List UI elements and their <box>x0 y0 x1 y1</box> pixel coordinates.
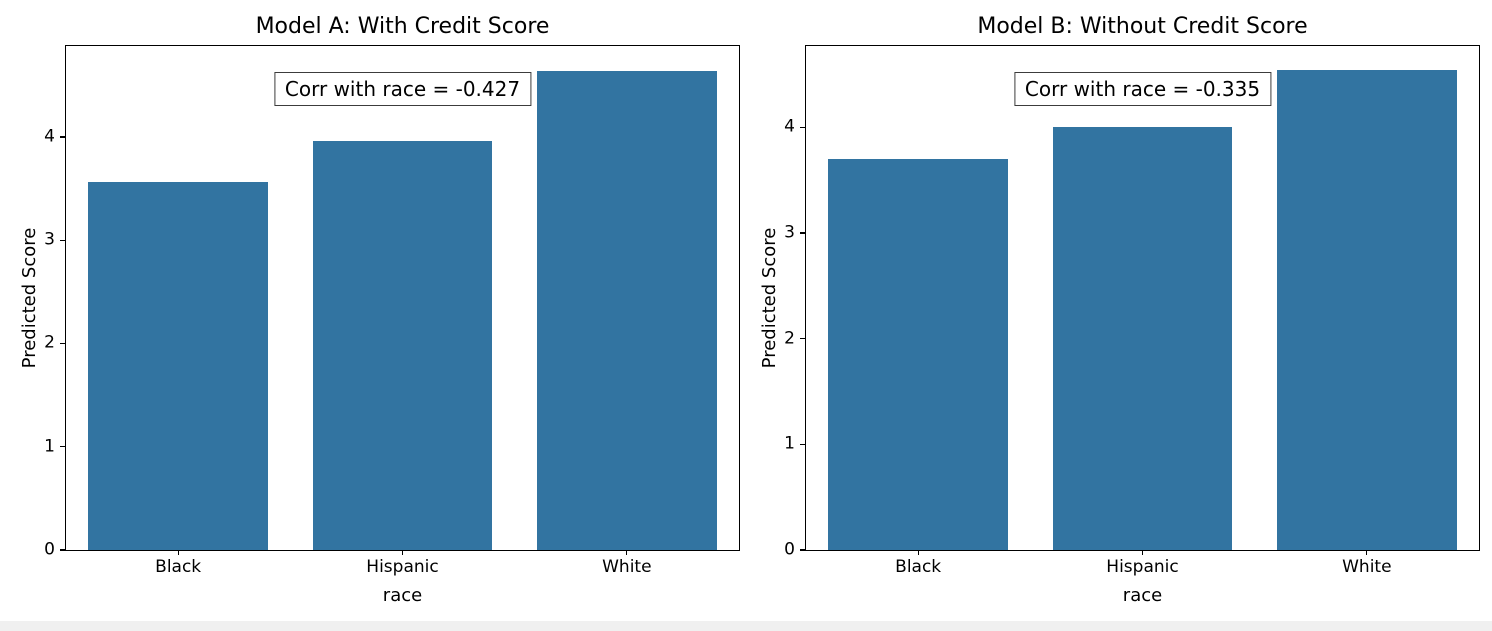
y-tick-label: 0 <box>784 539 795 560</box>
bar-hispanic <box>1052 127 1233 550</box>
y-tick-label: 2 <box>44 332 55 353</box>
x-tick-label-black: Black <box>155 557 202 577</box>
x-tick-mark <box>401 550 404 555</box>
y-tick-label: 3 <box>784 222 795 243</box>
x-tick-mark <box>1366 550 1368 555</box>
x-tick-label-hispanic: Hispanic <box>1106 557 1179 577</box>
bar-white <box>537 70 717 550</box>
corr-annotation: Corr with race = -0.427 <box>273 72 532 106</box>
bar-white <box>1277 70 1457 550</box>
y-tick-label: 2 <box>784 328 795 349</box>
bar-hispanic <box>312 141 493 550</box>
bottom-strip <box>0 621 1492 631</box>
y-tick-mark <box>60 342 65 345</box>
y-tick-label: 1 <box>44 436 55 457</box>
y-tick-mark <box>800 338 805 340</box>
y-tick-mark <box>800 443 805 445</box>
y-tick-mark <box>60 549 65 551</box>
axes-model-a: Corr with race = -0.427 0 1 2 3 4 Black Hispan… <box>44 45 740 576</box>
y-tick-label: 4 <box>44 126 55 147</box>
chart-title-model-a: Model A: With Credit Score <box>255 14 550 39</box>
y-tick-mark <box>60 239 65 241</box>
y-axis-label: Predicted Score <box>759 227 780 369</box>
x-tick-mark <box>177 550 179 555</box>
y-tick-mark <box>800 126 805 128</box>
x-tick-mark <box>917 550 919 555</box>
x-tick-label-white: White <box>602 557 652 577</box>
panel-model-b: Model B: Without Credit Score Predicted … <box>746 0 1492 631</box>
x-axis-label: race <box>1122 585 1163 606</box>
y-tick-label: 0 <box>44 539 55 560</box>
x-tick-label-black: Black <box>895 557 942 577</box>
x-tick-label-white: White <box>1342 557 1392 577</box>
x-tick-mark <box>1141 550 1144 555</box>
x-tick-mark <box>626 550 628 555</box>
y-tick-mark <box>60 136 65 138</box>
bar-black <box>828 159 1008 550</box>
chart-title-model-b: Model B: Without Credit Score <box>977 14 1308 39</box>
panel-model-a: Model A: With Credit Score Predicted Sco… <box>19 14 740 606</box>
x-axis-label: race <box>382 585 423 606</box>
corr-annotation: Corr with race = -0.335 <box>1013 72 1272 106</box>
x-tick-label-hispanic: Hispanic <box>366 557 439 577</box>
y-tick-label: 1 <box>784 433 795 454</box>
y-axis-label: Predicted Score <box>19 227 40 369</box>
y-tick-mark <box>800 232 805 234</box>
y-tick-mark <box>800 549 805 551</box>
y-tick-label: 3 <box>44 229 55 250</box>
y-tick-label: 4 <box>784 116 795 137</box>
axes-model-b: Corr with race = -0.335 0 1 2 3 4 Black Hispan… <box>784 45 1480 576</box>
bar-black <box>88 182 268 550</box>
y-tick-mark <box>60 446 65 448</box>
